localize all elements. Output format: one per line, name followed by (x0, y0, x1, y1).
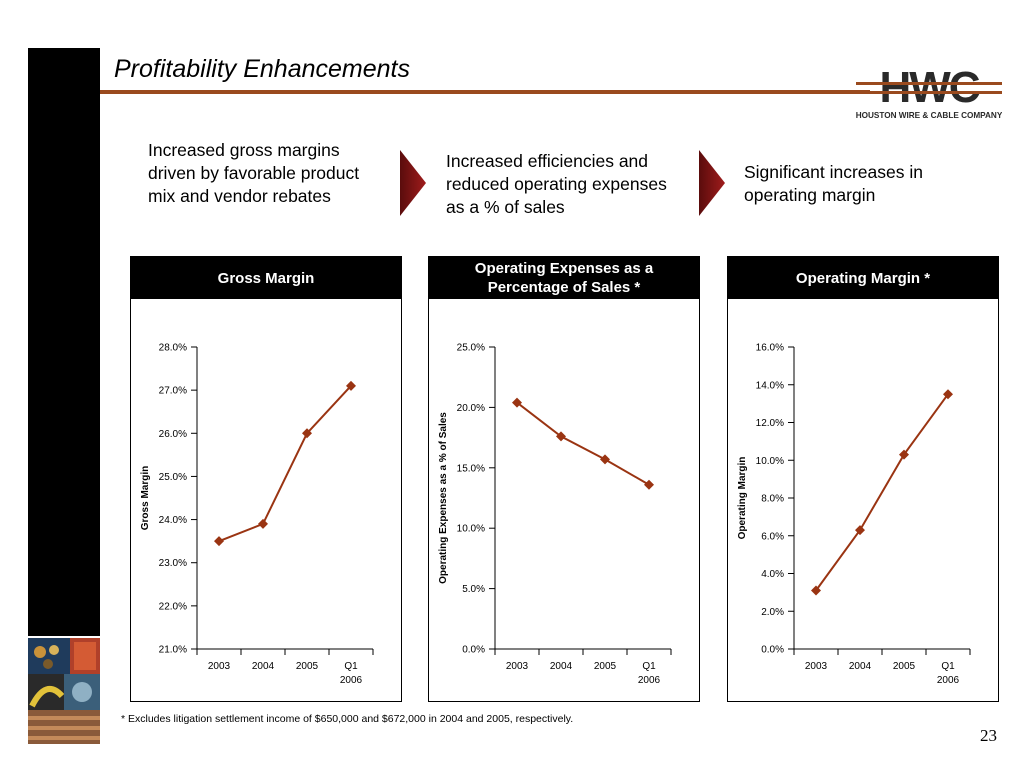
company-logo: HWC HOUSTON WIRE & CABLE COMPANY (856, 64, 1002, 120)
data-point (214, 536, 224, 547)
y-tick-label: 25.0% (159, 472, 187, 483)
x-tick-label: 2006 (937, 675, 960, 686)
x-tick-label: 2003 (208, 661, 231, 672)
y-tick-label: 12.0% (756, 418, 784, 429)
chart-title-text: Operating Expenses as a Percentage of Sa… (474, 260, 654, 296)
data-point (644, 479, 654, 490)
point-operating-expenses: Increased efficiencies and reduced opera… (446, 151, 667, 217)
y-tick-label: 23.0% (159, 558, 187, 569)
y-tick-label: 10.0% (457, 524, 485, 535)
x-tick-label: 2004 (252, 661, 275, 672)
page-number: 23 (980, 726, 997, 745)
x-tick-label: 2003 (506, 661, 529, 672)
data-point (556, 431, 566, 442)
series-line (516, 401, 650, 486)
y-tick-label: 27.0% (159, 386, 187, 397)
y-tick-label: 26.0% (159, 429, 187, 440)
operating-expenses-chart: 0.0% 5.0% 10.0% 15.0% 20.0% 25.0% Operating Ex… (438, 343, 672, 686)
y-tick-label: 20.0% (457, 403, 485, 414)
y-tick-label: 2.0% (761, 607, 784, 618)
x-tick-label: 2004 (550, 661, 573, 672)
y-tick-label: 8.0% (761, 494, 784, 505)
chart-title: Operating Margin * (728, 257, 998, 299)
gross-margin-chart: 21.0% 22.0% 23.0% 24.0% 25.0% 26.0% 27.0% 28.0%… (140, 343, 374, 686)
x-tick-label: Q1 (941, 661, 955, 672)
y-tick-label: 4.0% (761, 569, 784, 580)
y-tick-label: 0.0% (462, 645, 485, 656)
chart-title: Operating Expenses as a Percentage of Sa… (429, 257, 699, 299)
y-tick-label: 10.0% (756, 456, 784, 467)
logo-tagline: HOUSTON WIRE & CABLE COMPANY (856, 111, 1002, 120)
cable-photo-collage (28, 638, 100, 744)
data-point (346, 380, 356, 391)
x-tick-label: 2005 (296, 661, 319, 672)
y-tick-label: 0.0% (761, 645, 784, 656)
x-tick-label: 2005 (893, 661, 916, 672)
y-tick-label: 16.0% (756, 343, 784, 354)
data-point (600, 454, 610, 465)
operating-expenses-panel: Operating Expenses as a Percentage of Sa… (428, 256, 700, 702)
footnote: * Excludes litigation settlement income … (121, 713, 574, 725)
series-line (815, 393, 949, 592)
point-gross-margin: Increased gross margins driven by favora… (148, 140, 360, 206)
gross-margin-panel: Gross Margin 21.0% 22.0% 23.0% 24.0% 25.0% 26… (130, 256, 402, 702)
chart-title: Gross Margin (131, 257, 401, 299)
x-tick-label: 2005 (594, 661, 617, 672)
x-tick-label: Q1 (642, 661, 656, 672)
data-point (899, 449, 909, 460)
y-tick-label: 15.0% (457, 463, 485, 474)
y-tick-label: 14.0% (756, 380, 784, 391)
series-line (218, 385, 352, 543)
data-point (512, 397, 522, 408)
y-tick-label: 24.0% (159, 515, 187, 526)
operating-margin-chart: 0.0% 2.0% 4.0% 6.0% 8.0% 10.0% 12.0% 14.0% 16.0%… (737, 343, 971, 686)
chevron-right-icon (400, 150, 426, 216)
data-point (811, 585, 821, 596)
data-point (855, 525, 865, 536)
left-decorative-bar (28, 48, 100, 636)
y-axis-label: Operating Expenses as a % of Sales (438, 412, 449, 584)
data-point (302, 428, 312, 439)
operating-margin-panel: Operating Margin * 0.0% 2.0% 4.0% 6.0% 8.0% 1… (727, 256, 999, 702)
y-tick-label: 21.0% (159, 645, 187, 656)
y-tick-label: 28.0% (159, 343, 187, 354)
title-rule (100, 90, 870, 94)
y-tick-label: 22.0% (159, 601, 187, 612)
y-tick-label: 6.0% (761, 531, 784, 542)
x-tick-label: 2004 (849, 661, 872, 672)
data-point (943, 389, 953, 400)
x-tick-label: 2003 (805, 661, 828, 672)
y-axis-label: Gross Margin (140, 466, 151, 530)
slide-title: Profitability Enhancements (114, 55, 410, 83)
chevron-right-icon (699, 150, 725, 216)
point-operating-margin: Significant increases in operating margi… (744, 162, 923, 205)
x-tick-label: 2006 (340, 675, 363, 686)
logo-wordmark: HWC (879, 64, 979, 112)
x-tick-label: 2006 (638, 675, 661, 686)
y-tick-label: 5.0% (462, 584, 485, 595)
x-tick-label: Q1 (344, 661, 358, 672)
data-point (258, 518, 268, 529)
y-tick-label: 25.0% (457, 343, 485, 354)
y-axis-label: Operating Margin (737, 457, 748, 540)
